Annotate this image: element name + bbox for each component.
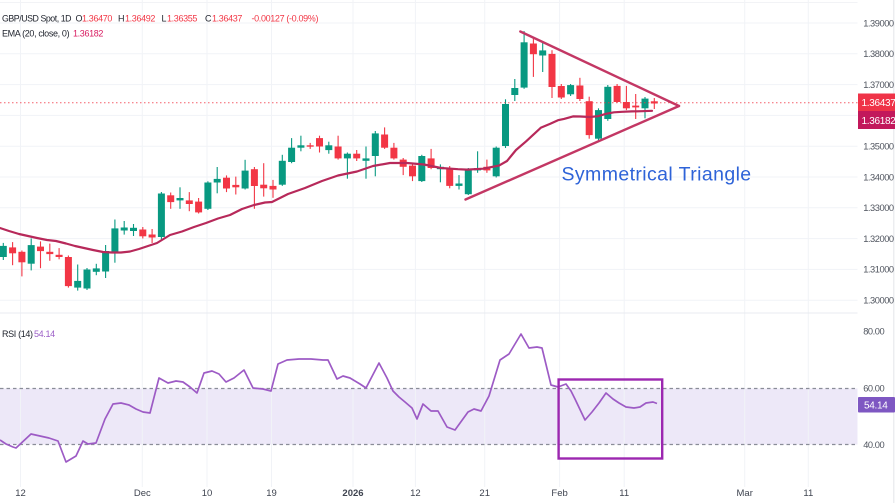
svg-text:1.36437: 1.36437 <box>862 98 895 109</box>
svg-text:21: 21 <box>479 488 490 499</box>
svg-text:1.36355: 1.36355 <box>167 14 197 24</box>
svg-text:Feb: Feb <box>551 488 567 499</box>
svg-text:EMA (20, close, 0): EMA (20, close, 0) <box>2 29 70 39</box>
svg-text:1.31000: 1.31000 <box>863 265 894 275</box>
svg-text:54.14: 54.14 <box>34 329 55 339</box>
svg-text:H: H <box>118 14 124 24</box>
svg-text:C: C <box>205 14 212 24</box>
svg-text:1.30000: 1.30000 <box>863 296 894 306</box>
svg-text:1.32000: 1.32000 <box>863 234 894 244</box>
svg-text:1.33000: 1.33000 <box>863 203 894 213</box>
svg-text:1.36470: 1.36470 <box>82 14 112 24</box>
svg-text:Symmetrical Triangle: Symmetrical Triangle <box>562 164 752 186</box>
svg-text:12: 12 <box>410 488 421 499</box>
svg-text:80.00: 80.00 <box>863 326 884 336</box>
svg-text:11: 11 <box>619 488 629 499</box>
svg-text:2026: 2026 <box>342 488 363 499</box>
svg-text:10: 10 <box>202 488 213 499</box>
svg-text:1.34000: 1.34000 <box>863 172 894 182</box>
svg-text:L: L <box>162 14 167 24</box>
svg-text:1.36492: 1.36492 <box>125 14 155 24</box>
svg-text:11: 11 <box>803 488 813 499</box>
svg-text:-0.00127 (-0.09%): -0.00127 (-0.09%) <box>252 14 319 24</box>
svg-text:RSI (14): RSI (14) <box>2 329 33 339</box>
svg-text:1.36182: 1.36182 <box>862 116 895 127</box>
svg-text:1.36437: 1.36437 <box>212 14 242 24</box>
svg-text:1.38000: 1.38000 <box>863 49 894 59</box>
svg-text:GBP/USD Spot, 1D: GBP/USD Spot, 1D <box>2 14 71 24</box>
svg-text:19: 19 <box>266 488 277 499</box>
svg-text:O: O <box>76 14 83 24</box>
svg-text:1.35000: 1.35000 <box>863 142 894 152</box>
svg-text:40.00: 40.00 <box>863 440 884 450</box>
svg-text:1.39000: 1.39000 <box>863 18 894 28</box>
svg-text:54.14: 54.14 <box>864 401 888 412</box>
svg-text:1.37000: 1.37000 <box>863 80 894 90</box>
svg-text:Mar: Mar <box>737 488 753 499</box>
svg-text:60.00: 60.00 <box>863 384 884 394</box>
svg-text:12: 12 <box>15 488 26 499</box>
svg-text:Dec: Dec <box>134 488 151 499</box>
svg-text:1.36182: 1.36182 <box>73 29 103 39</box>
